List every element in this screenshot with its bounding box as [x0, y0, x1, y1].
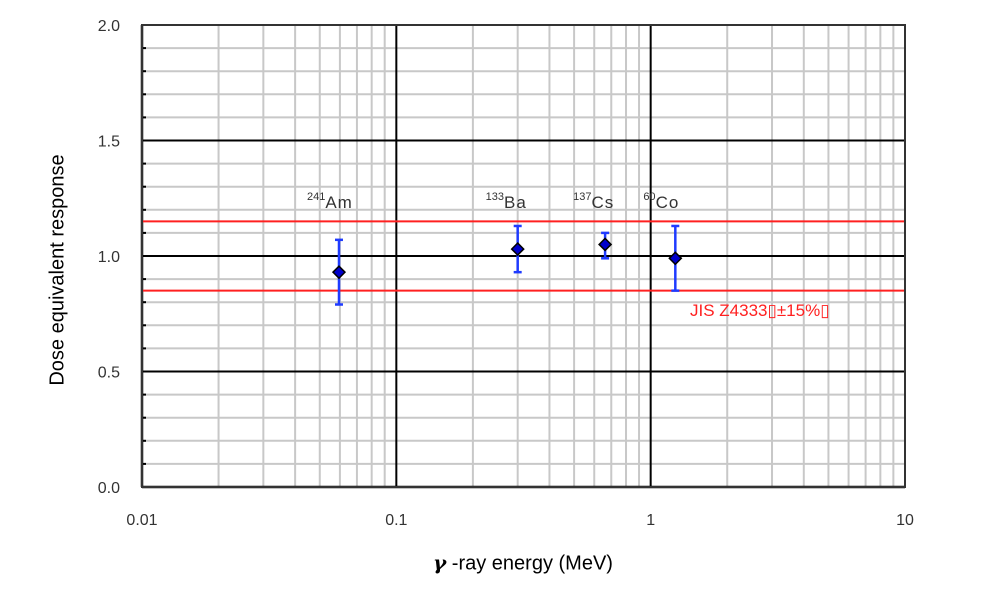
nuclide-label: 137Cs — [573, 191, 614, 212]
diamond-marker — [668, 251, 683, 266]
x-axis-ticks: 0.01 0.1 1 10 — [126, 512, 914, 529]
data-point-ba-133 — [510, 224, 525, 274]
gamma-symbol: γ — [433, 550, 447, 575]
x-tick-label: 0.01 — [126, 512, 157, 529]
y-axis-label: Dose equivalent response — [46, 154, 69, 386]
y-tick-label: 0.0 — [98, 480, 120, 497]
y-tick-label: 2.0 — [98, 18, 120, 35]
diamond-marker — [598, 237, 613, 252]
x-tick-label: 0.1 — [385, 512, 407, 529]
data-point-cs-137 — [598, 231, 613, 260]
y-tick-label: 1.5 — [98, 134, 120, 151]
x-axis-label-text: -ray energy (MeV) — [446, 552, 613, 575]
y-tick-label: 0.5 — [98, 365, 120, 382]
data-points — [331, 224, 683, 306]
data-point-co-60 — [668, 224, 683, 292]
y-axis-ticks: 0.0 0.5 1.0 1.5 2.0 — [98, 18, 120, 497]
nuclide-label: 60Co — [643, 191, 679, 212]
reference-lines — [142, 220, 905, 292]
y-tick-label: 1.0 — [98, 249, 120, 266]
nuclide-label: 133Ba — [486, 191, 527, 212]
diamond-marker — [331, 265, 347, 280]
data-point-am-241 — [331, 238, 347, 306]
plot-frame — [141, 24, 906, 488]
x-tick-label: 10 — [896, 512, 914, 529]
x-tick-label: 1 — [646, 512, 655, 529]
jis-tolerance-annotation: JIS Z4333▯±15%▯ — [690, 301, 830, 320]
x-axis-label: γ -ray energy (MeV) — [433, 551, 613, 576]
diamond-marker — [510, 242, 525, 257]
nuclide-label: 241Am — [307, 191, 353, 212]
point-labels: 241Am 133Ba 137Cs 60Co — [307, 191, 679, 212]
